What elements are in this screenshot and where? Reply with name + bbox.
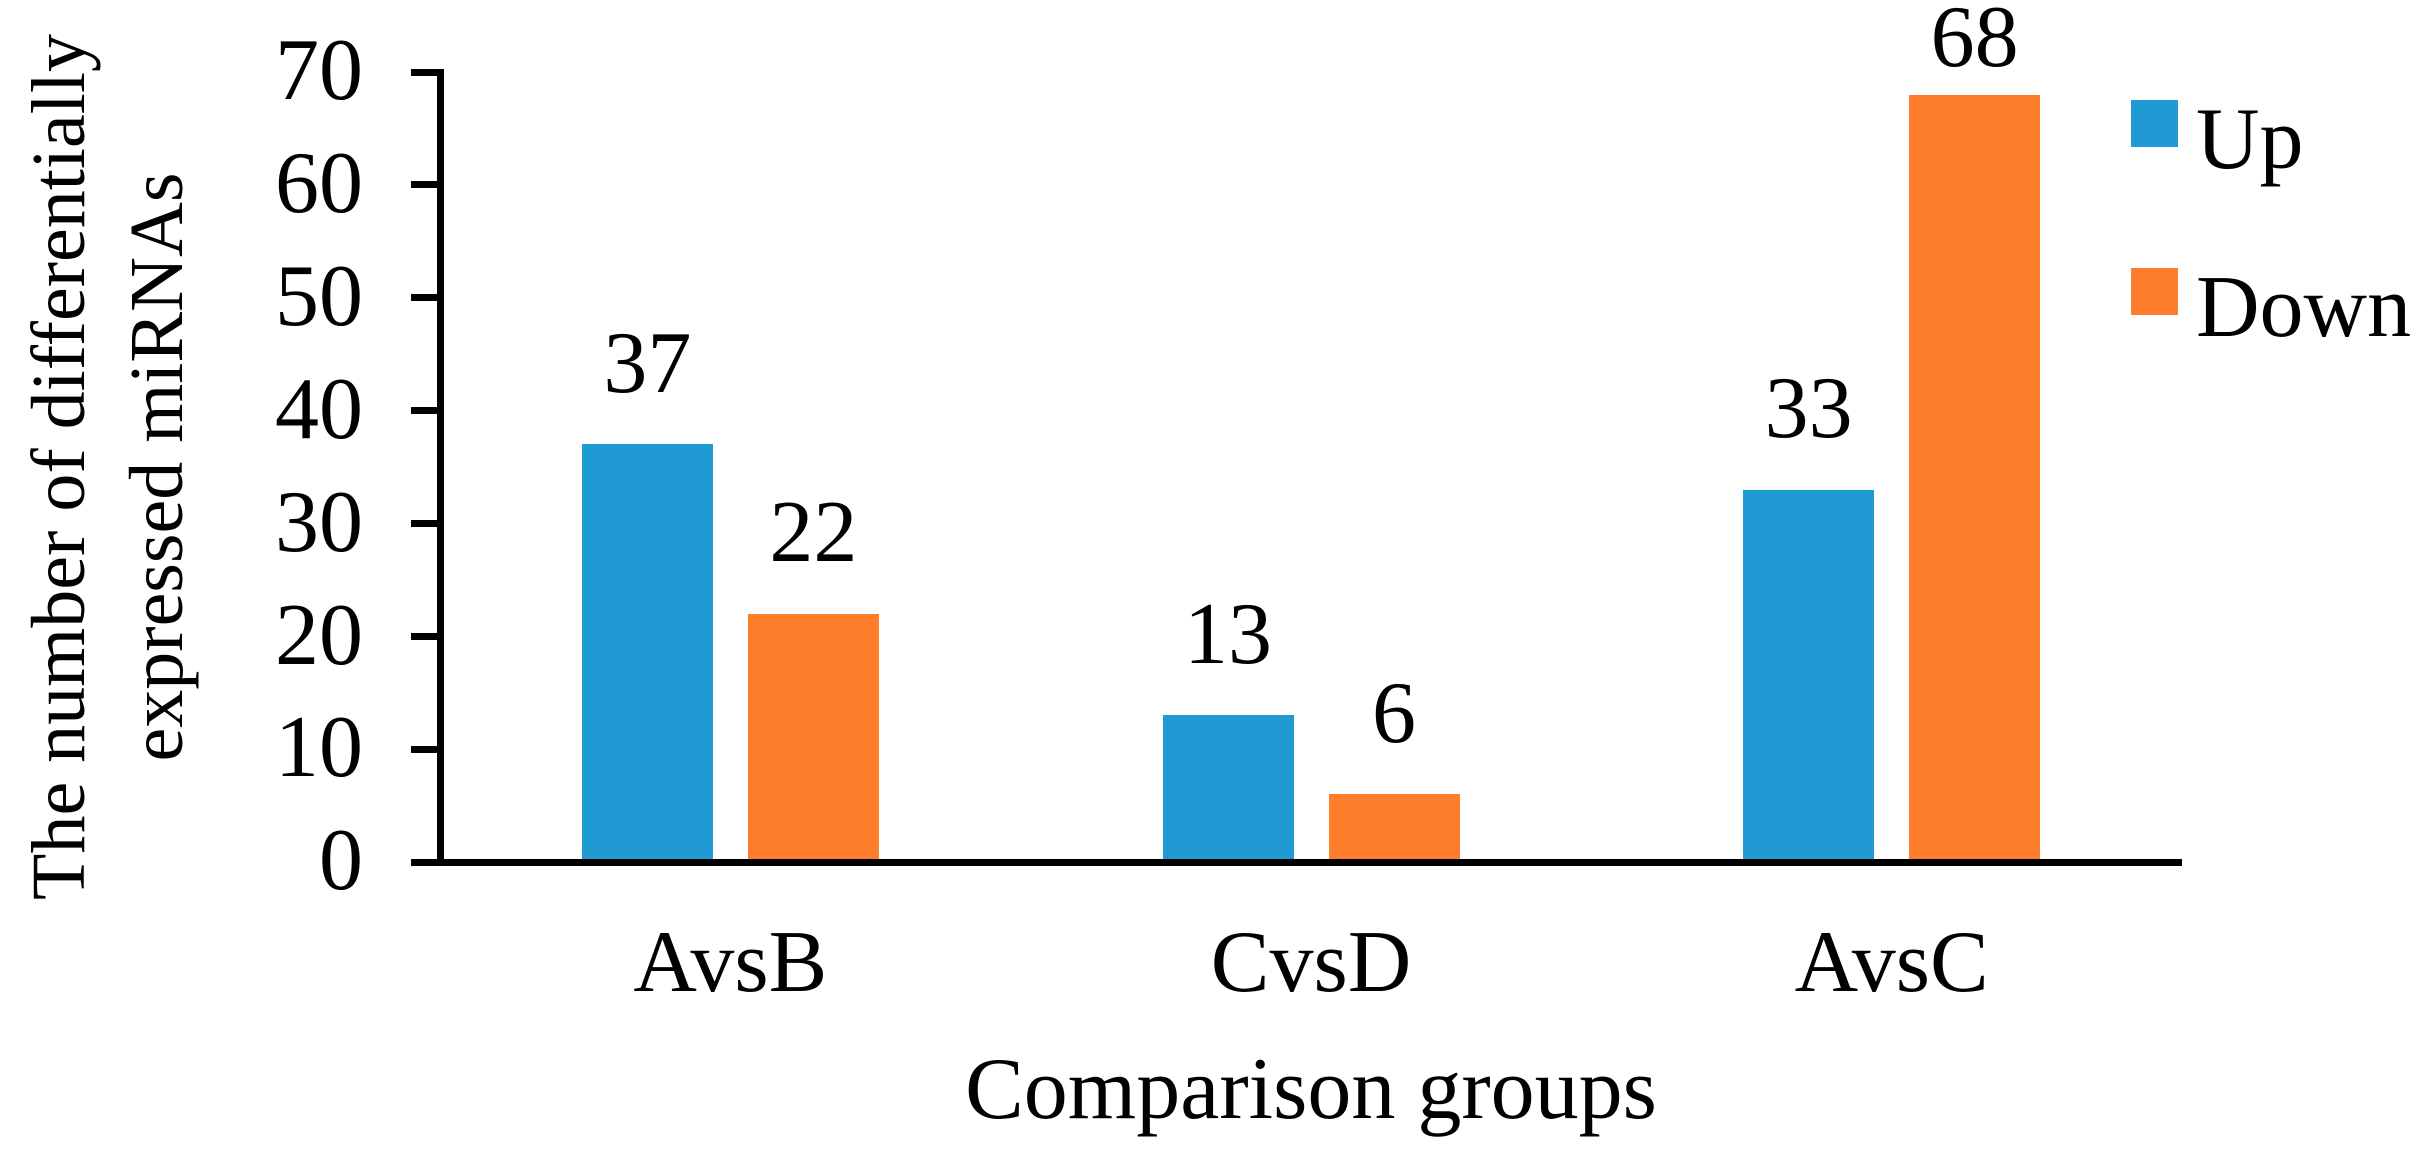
y-tick-60 (411, 181, 444, 189)
y-tick-label-70: 70 (275, 22, 363, 120)
y-tick-40 (411, 407, 444, 415)
legend-swatch-down (2131, 268, 2178, 315)
y-tick-label-30: 30 (275, 473, 363, 571)
y-axis-title-line-1: The number of differentially (17, 34, 101, 900)
y-tick-20 (411, 632, 444, 640)
x-axis-title: Comparison groups (965, 1041, 1657, 1139)
legend-label-up: Up (2196, 91, 2304, 188)
y-tick-0 (411, 858, 444, 866)
bar-down-CvsD (1328, 794, 1460, 862)
value-label-up-AvsC: 33 (1764, 359, 1853, 457)
value-label-down-CvsD: 6 (1372, 664, 1416, 762)
y-tick-label-40: 40 (275, 360, 363, 458)
bar-down-AvsC (1909, 94, 2041, 862)
category-label-CvsD: CvsD (1210, 914, 1412, 1012)
bar-down-AvsB (747, 613, 879, 862)
y-axis-spine (437, 68, 444, 866)
value-label-down-AvsC: 68 (1930, 0, 2019, 86)
y-tick-label-60: 60 (275, 135, 363, 233)
category-label-AvsC: AvsC (1794, 914, 1989, 1012)
bar-up-AvsC (1743, 489, 1875, 862)
x-axis-line (437, 858, 2182, 866)
category-label-AvsB: AvsB (633, 914, 828, 1012)
y-tick-10 (411, 745, 444, 753)
value-label-up-CvsD: 13 (1184, 585, 1272, 683)
bar-up-AvsB (581, 444, 713, 862)
y-tick-label-20: 20 (275, 586, 363, 684)
y-tick-50 (411, 294, 444, 302)
legend-label-down: Down (2196, 259, 2412, 356)
y-tick-30 (411, 519, 444, 527)
y-tick-label-0: 0 (319, 812, 363, 910)
value-label-down-AvsB: 22 (769, 484, 858, 581)
bar-up-CvsD (1162, 715, 1294, 862)
legend-swatch-up (2131, 100, 2178, 147)
y-tick-label-50: 50 (275, 248, 363, 345)
y-tick-label-10: 10 (275, 699, 363, 797)
value-label-up-AvsB: 37 (603, 314, 692, 412)
y-tick-70 (411, 68, 444, 76)
